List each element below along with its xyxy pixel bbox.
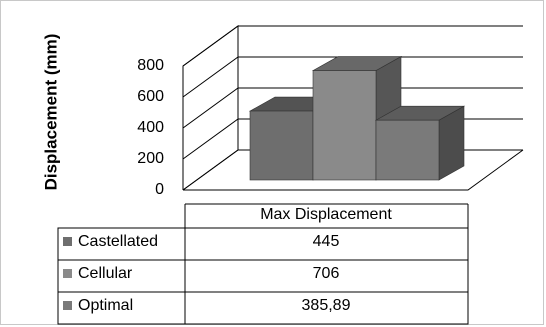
bar-cellular (312, 70, 377, 181)
legend-swatch-cellular (63, 269, 72, 278)
floor-front-edge (183, 149, 524, 191)
legend-swatch-optimal (63, 301, 72, 310)
table-cell-value: 385,89 (302, 297, 351, 314)
gridline (182, 87, 523, 129)
plot-area (182, 25, 524, 191)
table-cell-value: 445 (313, 233, 340, 250)
legend-swatch-castellated (63, 237, 72, 246)
gridline (182, 25, 523, 67)
data-table: Max Displacement Castellated 445 Cellula… (57, 203, 469, 325)
table-header-max-displacement: Max Displacement (260, 206, 392, 223)
y-tick-label: 200 (137, 150, 164, 167)
gridline (182, 56, 523, 98)
bar-castellated (249, 110, 314, 181)
table-row-label: Castellated (78, 233, 158, 250)
table-cell-value: 706 (313, 265, 340, 282)
table-row-label: Cellular (78, 265, 133, 282)
y-tick-label: 800 (137, 57, 164, 74)
table-row-label: Optimal (78, 297, 133, 314)
table-grid (57, 227, 469, 325)
bar-optimal (375, 119, 440, 181)
y-axis-label: Displacement (mm) (41, 34, 60, 191)
y-tick-label: 600 (137, 88, 164, 105)
y-tick-label: 0 (155, 181, 164, 198)
y-tick-label: 400 (137, 119, 164, 136)
